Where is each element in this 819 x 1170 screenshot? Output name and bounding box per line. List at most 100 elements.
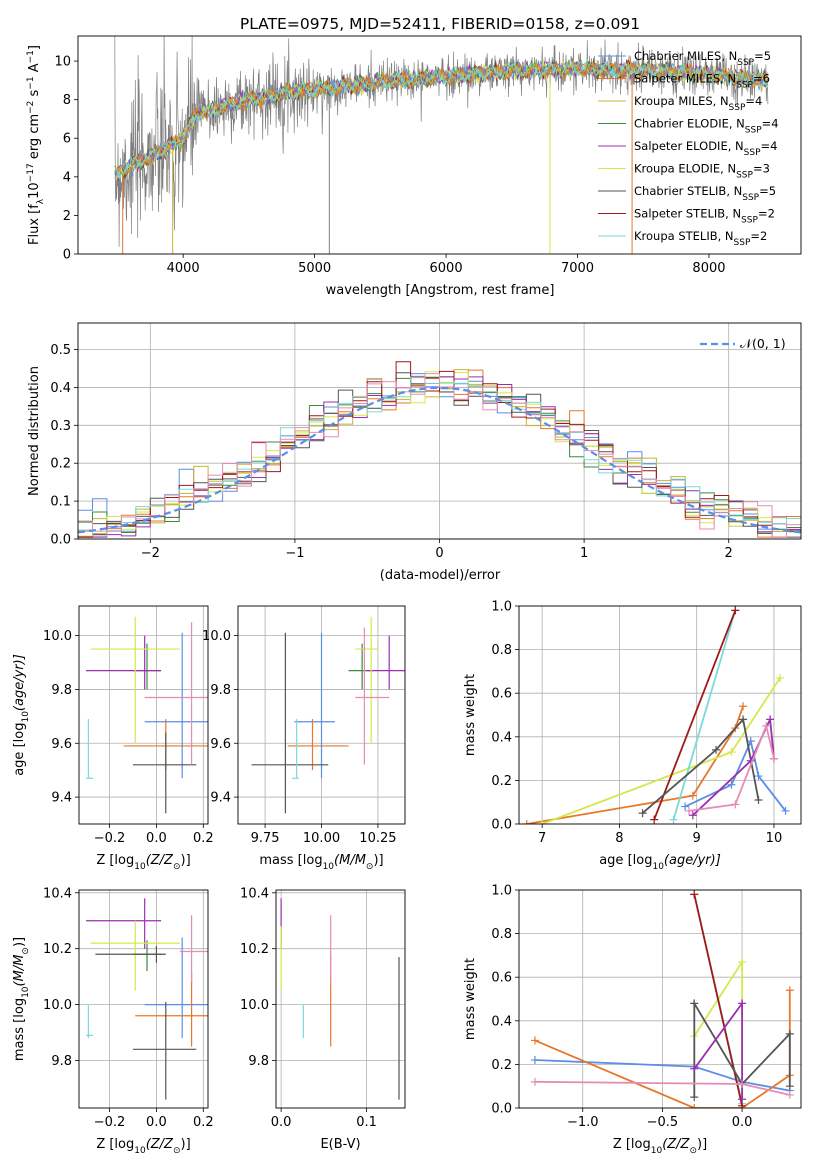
weight-marker	[688, 791, 697, 800]
weight-marker	[776, 673, 785, 682]
weight-line-pink	[688, 722, 775, 812]
x-tick-label: 7000	[561, 261, 594, 276]
weight-marker	[522, 820, 531, 824]
y-tick-label: 0.2	[491, 1058, 512, 1073]
weight-marker	[766, 715, 775, 724]
x-tick-label: −0.5	[647, 1115, 679, 1130]
weight-vs-metallicity-panel: −1.0 −0.5 0.0 0.0 0.2 0.4 0.6 0.8 1.0 Z [log10(Z/…	[463, 884, 802, 1156]
y-tick-label: 9.8	[51, 1054, 72, 1069]
x-tick-label: 8	[615, 831, 623, 846]
y-tick-label: 1.0	[491, 600, 512, 615]
weight-marker	[754, 772, 763, 781]
x-tick-label: −0.2	[94, 831, 126, 846]
y-tick-label: 0.8	[491, 643, 512, 658]
weight-marker	[530, 1036, 539, 1045]
weight-marker	[739, 715, 748, 724]
x-tick-label: 2	[725, 546, 733, 561]
y-tick-label: 0.6	[491, 971, 512, 986]
plot-area	[522, 606, 790, 824]
x-axis-label: (data-model)/error	[380, 568, 501, 583]
x-tick-label: 0.0	[271, 1115, 292, 1130]
y-axis-label: Flux [fλ10−17 erg cm−2 s−1 A−1]	[26, 45, 46, 245]
y-tick-label: 1.0	[491, 884, 512, 899]
x-tick-label: 10	[766, 831, 783, 846]
x-axis-label: Z [log10(Z/Z⊙)]	[96, 853, 190, 872]
weight-marker	[690, 1064, 699, 1073]
weight-marker	[785, 986, 794, 995]
plot-area	[86, 616, 208, 814]
model-spectrum-line-salpeter-elodie	[114, 60, 769, 181]
y-tick-label: 10.0	[43, 629, 72, 644]
chart-title: PLATE=0975, MJD=52411, FIBERID=0158, z=0…	[240, 15, 640, 33]
y-tick-label: 9.8	[248, 1054, 269, 1069]
x-tick-label: 9.75	[251, 831, 280, 846]
x-tick-label: 0.0	[146, 1115, 167, 1130]
legend-entry: 𝒩(0, 1)	[740, 336, 786, 351]
weight-marker	[688, 811, 697, 820]
y-axis-label: mass [log10(M/M⊙)]	[12, 937, 31, 1061]
weight-marker	[638, 809, 647, 818]
x-tick-label: 0.1	[356, 1115, 377, 1130]
x-tick-label: 0.2	[193, 1115, 214, 1130]
x-tick-label: 0.2	[193, 831, 214, 846]
weight-marker	[727, 780, 736, 789]
weight-marker	[738, 999, 747, 1008]
y-tick-label: 0.5	[50, 343, 71, 358]
weight-marker	[785, 1090, 794, 1099]
weight-marker	[690, 999, 699, 1008]
y-axis-label: mass weight	[463, 958, 478, 1040]
axes-frame	[518, 889, 802, 1109]
plot-area	[530, 890, 794, 1108]
weight-line-salpeter-stelib	[653, 610, 737, 820]
x-axis-label: E(B-V)	[320, 1137, 360, 1152]
weight-marker	[738, 1095, 747, 1104]
model-spectrum-line-kroupa-stelib	[114, 58, 769, 180]
legend-entry: Chabrier STELIB, NSSP=5	[634, 184, 776, 203]
x-tick-label: 4000	[167, 261, 200, 276]
weight-marker	[754, 796, 763, 805]
x-tick-label: 7	[538, 831, 546, 846]
y-tick-label: 0.2	[50, 457, 71, 472]
axes-frame	[78, 605, 209, 825]
legend-entry: Kroupa MILES, NSSP=4	[634, 94, 762, 113]
x-tick-label: 0.0	[146, 831, 167, 846]
weight-line-salpeter-elodie	[693, 1000, 743, 1100]
plot-area	[86, 898, 208, 1100]
weight-marker	[769, 754, 778, 763]
x-tick-label: 5000	[298, 261, 331, 276]
y-tick-label: 0.4	[50, 381, 71, 396]
y-tick-label: 0.4	[491, 1014, 512, 1029]
y-tick-label: 6	[63, 132, 71, 147]
weight-marker	[738, 957, 747, 966]
weight-vs-age-panel: 7 8 9 10 0.0 0.2 0.4 0.6 0.8 1.0 age [log10(age/yr…	[463, 600, 802, 872]
y-tick-label: 10.2	[43, 942, 72, 957]
weight-marker	[739, 702, 748, 711]
axes-frame	[518, 605, 802, 825]
y-tick-label: 10.0	[240, 998, 269, 1013]
y-tick-label: 0.0	[50, 533, 71, 548]
legend-entry: Salpeter ELODIE, NSSP=4	[634, 139, 777, 158]
weight-marker	[781, 806, 790, 815]
x-tick-label: −2	[141, 546, 160, 561]
weight-marker	[530, 1077, 539, 1086]
y-tick-label: 0.2	[491, 774, 512, 789]
y-tick-label: 0	[63, 248, 71, 263]
y-tick-label: 9.6	[210, 737, 231, 752]
x-tick-label: −1.0	[567, 1115, 599, 1130]
spectrum-panel: 4000 5000 6000 7000 8000 0 2 4 6 8 10 PLATE=0975, M…	[26, 15, 802, 298]
age-vs-mass-panel: 9.75 10.00 10.25 9.4 9.6 9.8 10.0 mass [log10(M…	[202, 605, 406, 872]
y-tick-label: 9.4	[51, 791, 72, 806]
mass-vs-ebv-panel: 0.0 0.1 9.8 10.0 10.2 10.4 E(B-V)	[240, 886, 406, 1152]
weight-line-salpeter-miles	[526, 705, 744, 824]
y-tick-label: 0.1	[50, 495, 71, 510]
normal-distribution-curve	[78, 386, 801, 534]
weight-marker	[762, 721, 771, 730]
y-tick-label: 10.0	[202, 629, 231, 644]
x-tick-label: 10.25	[359, 831, 396, 846]
plot-area	[114, 36, 769, 254]
y-tick-label: 9.8	[51, 683, 72, 698]
weight-marker	[530, 1056, 539, 1065]
y-tick-label: 8	[63, 93, 71, 108]
legend-entry: Kroupa ELODIE, NSSP=3	[634, 162, 770, 181]
weight-marker	[727, 748, 736, 757]
